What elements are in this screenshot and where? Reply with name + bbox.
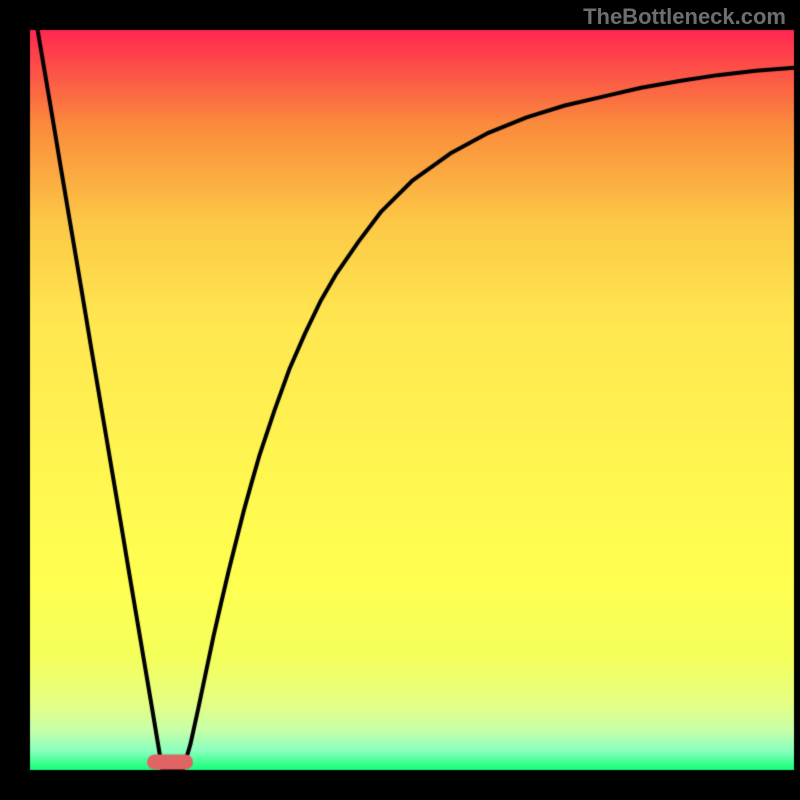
bottleneck-chart-canvas [0, 0, 800, 800]
bottleneck-chart-container: TheBottleneck.com [0, 0, 800, 800]
watermark-text: TheBottleneck.com [583, 4, 786, 30]
